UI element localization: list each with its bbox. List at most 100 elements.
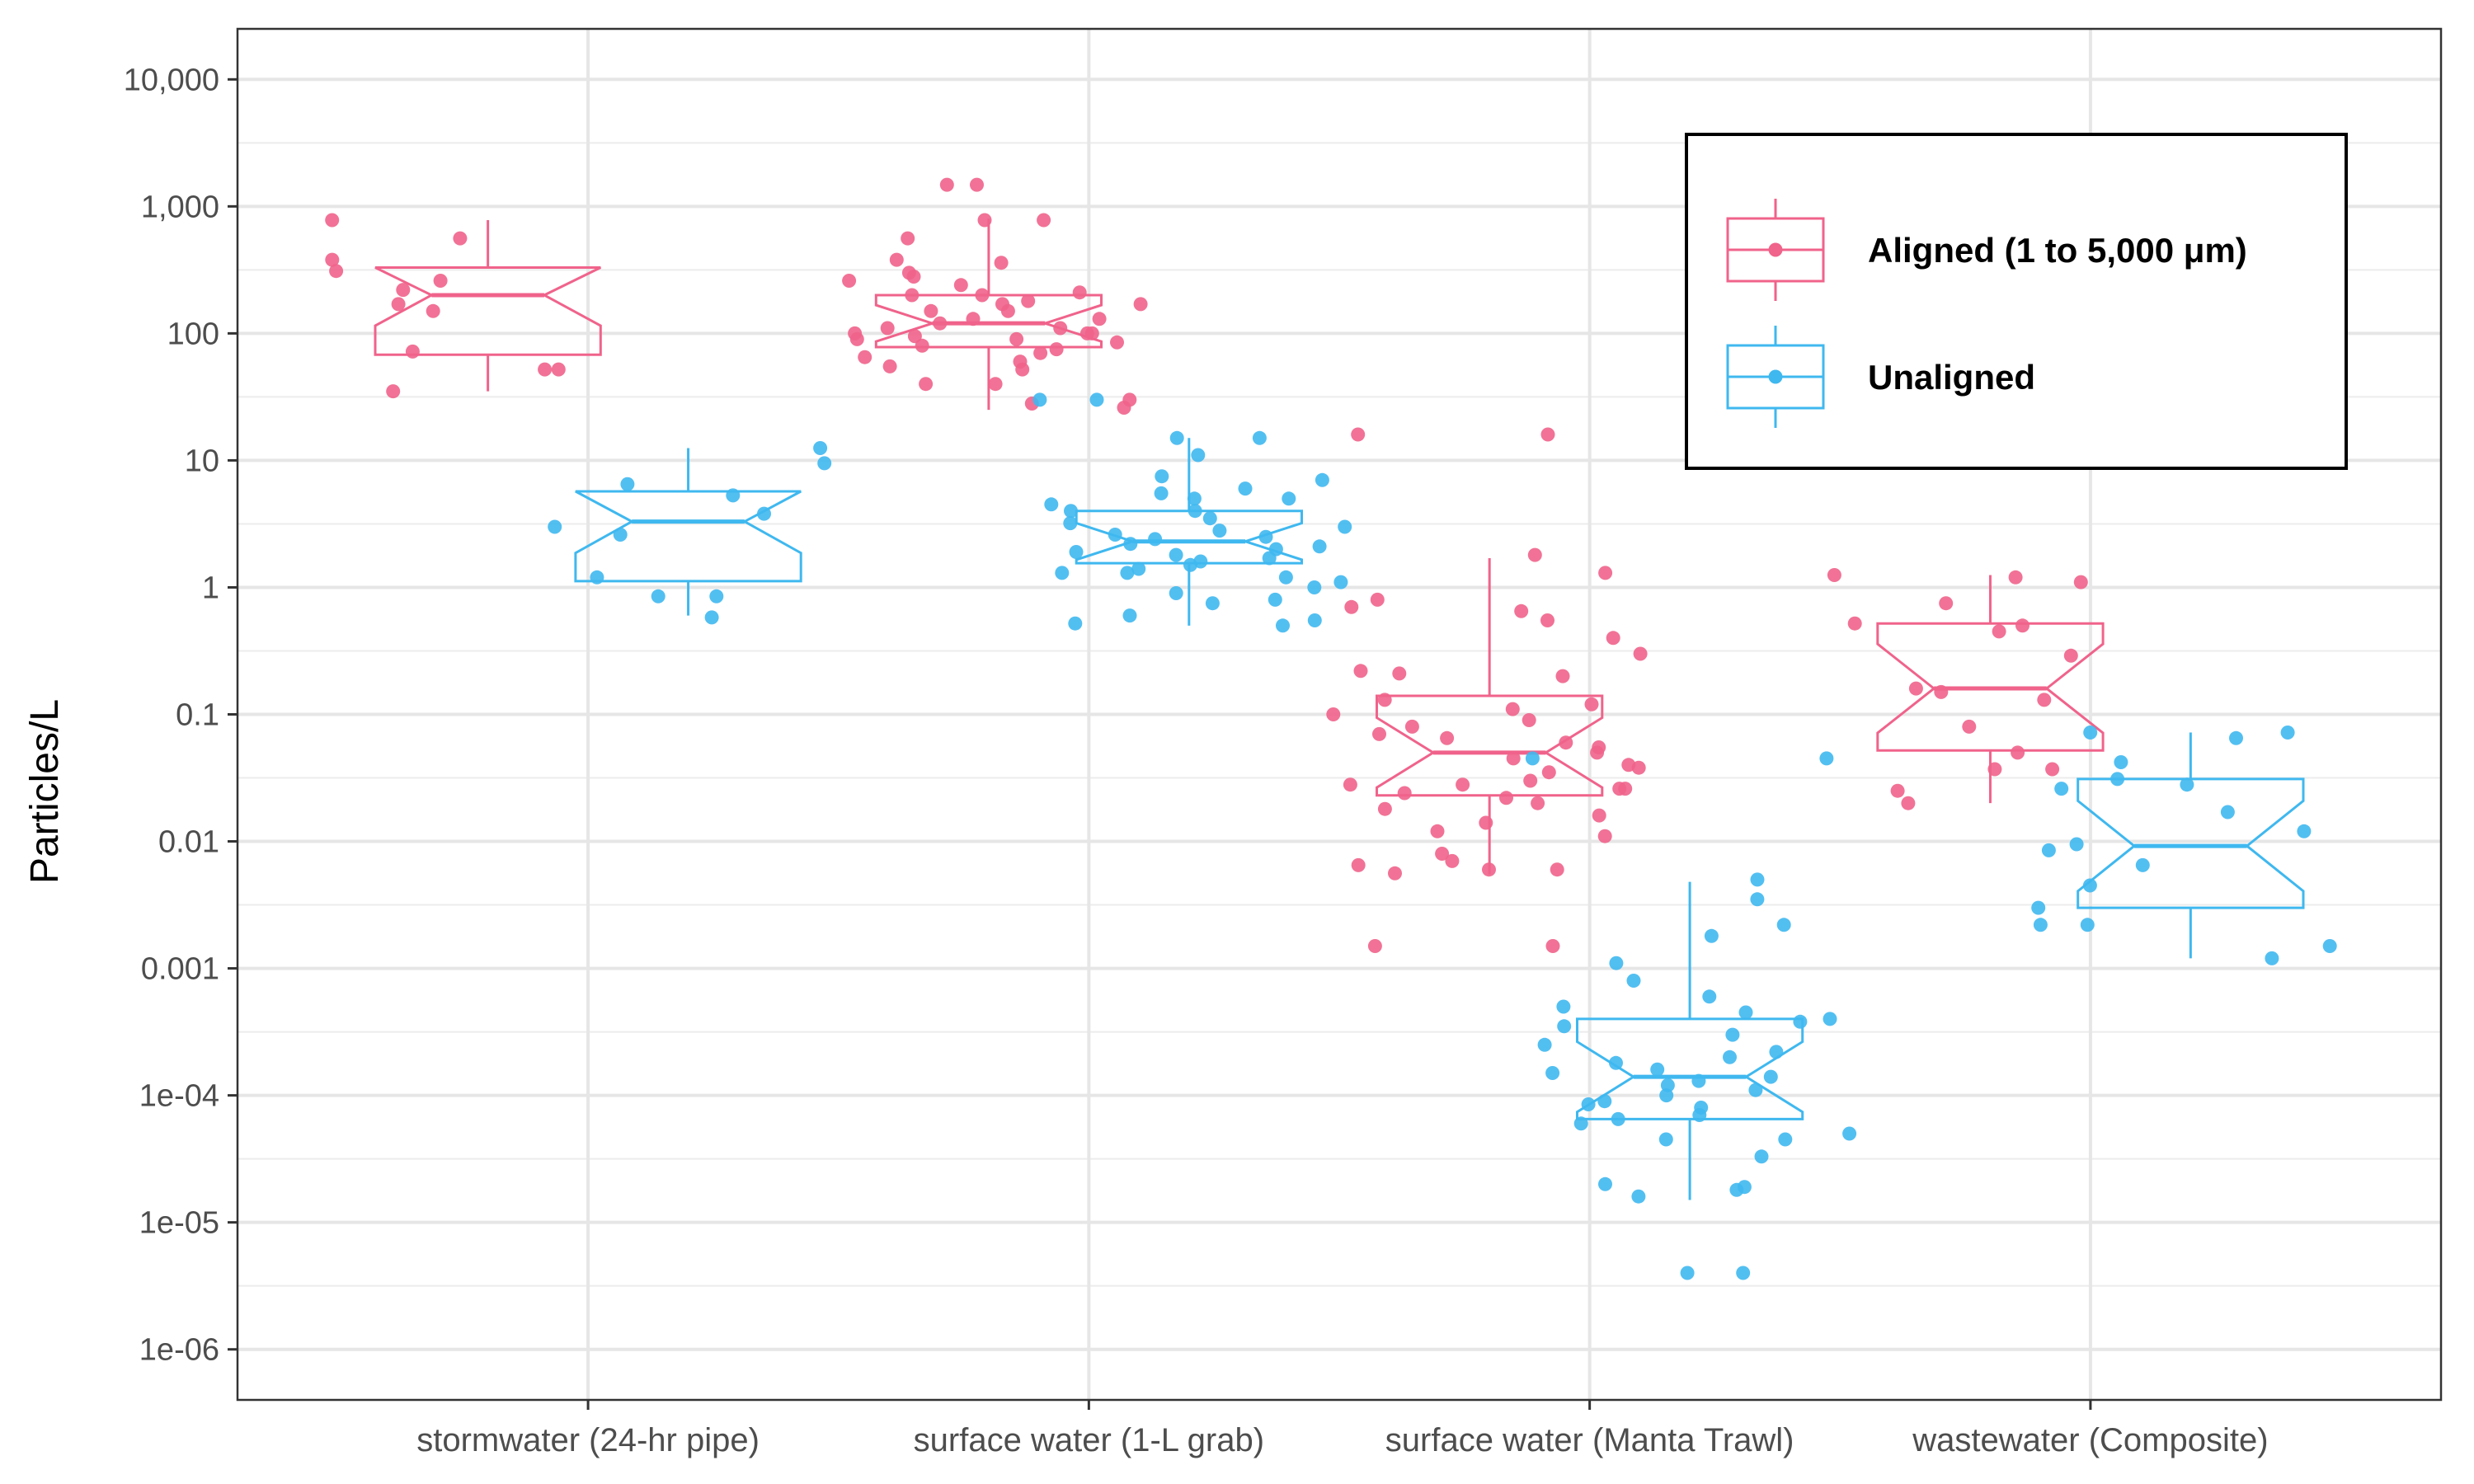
data-point	[1581, 1097, 1596, 1111]
data-point	[1819, 751, 1834, 766]
data-point	[1009, 331, 1024, 346]
data-point	[2008, 570, 2023, 585]
data-point	[1445, 853, 1460, 868]
data-point	[1823, 1012, 1837, 1026]
data-point	[1633, 646, 1648, 661]
data-point	[726, 488, 741, 503]
legend: Aligned (1 to 5,000 μm) Unaligned	[1685, 133, 2348, 470]
data-point	[1934, 684, 1949, 699]
data-point	[1282, 491, 1296, 506]
data-point	[1202, 511, 1217, 526]
data-point	[325, 252, 340, 267]
data-point	[2011, 745, 2025, 760]
data-point	[1754, 1149, 1769, 1164]
box-notched	[2077, 777, 2305, 909]
legend-key-point	[1768, 369, 1783, 384]
data-point	[2031, 900, 2046, 915]
data-point	[1053, 321, 1068, 336]
data-point	[1702, 989, 1717, 1004]
data-point	[386, 384, 401, 399]
data-point	[1479, 815, 1493, 830]
data-point	[1049, 342, 1064, 357]
data-point	[1545, 939, 1560, 953]
data-point	[2073, 575, 2088, 589]
data-point	[1597, 829, 1612, 843]
data-point	[1598, 1176, 1612, 1191]
data-point	[1333, 575, 1348, 589]
data-point	[1827, 568, 1841, 582]
data-point	[1725, 1027, 1740, 1042]
data-point	[1397, 786, 1412, 801]
data-point	[1183, 557, 1197, 572]
data-point	[1238, 481, 1253, 496]
data-point	[1353, 664, 1368, 679]
legend-keys	[1726, 199, 1825, 428]
data-point	[1044, 497, 1059, 512]
data-point	[1133, 297, 1148, 312]
data-point	[1778, 1132, 1793, 1147]
data-point	[1482, 862, 1496, 877]
data-point	[1737, 1180, 1752, 1195]
data-point	[1556, 999, 1571, 1014]
data-point	[1631, 1189, 1646, 1204]
data-point	[1499, 791, 1513, 805]
data-point	[1939, 596, 1954, 611]
data-point	[620, 477, 635, 491]
data-point	[1169, 430, 1184, 445]
data-point	[1723, 1050, 1737, 1064]
box-notched	[1376, 694, 1604, 797]
data-point	[1659, 1088, 1674, 1103]
data-point	[1890, 783, 1905, 798]
data-point	[1092, 312, 1107, 326]
data-point	[2069, 837, 2084, 852]
data-point	[1555, 669, 1570, 683]
data-point	[882, 359, 897, 373]
data-point	[2180, 777, 2194, 792]
y-tick-label: 1e-04	[139, 1079, 219, 1114]
data-point	[907, 329, 922, 344]
data-point	[1609, 1055, 1623, 1070]
data-point	[1377, 693, 1392, 707]
data-point	[2135, 857, 2150, 872]
data-point	[915, 338, 929, 353]
data-point	[1525, 751, 1540, 766]
data-point	[1908, 681, 1923, 696]
data-point	[1573, 1116, 1588, 1131]
boxplot	[574, 448, 802, 616]
data-point	[1606, 631, 1620, 646]
data-point	[1110, 335, 1124, 350]
data-point	[880, 321, 895, 336]
data-point	[2229, 730, 2243, 745]
data-point	[2297, 824, 2312, 838]
data-point	[1307, 613, 1322, 627]
data-point	[1440, 730, 1455, 745]
data-point	[709, 589, 724, 603]
data-point	[1326, 707, 1341, 721]
data-point	[1505, 702, 1520, 716]
data-point	[901, 265, 916, 280]
data-point	[1531, 796, 1545, 810]
data-point	[901, 231, 915, 246]
data-point	[842, 274, 857, 288]
data-point	[1631, 760, 1646, 775]
y-tick-label: 0.01	[158, 825, 219, 860]
data-point	[1262, 551, 1277, 566]
data-point	[1506, 751, 1521, 766]
data-point	[1032, 392, 1047, 407]
data-point	[1540, 427, 1555, 442]
data-point	[1598, 566, 1613, 580]
data-point	[1388, 866, 1402, 881]
data-point	[433, 274, 448, 288]
data-point	[1015, 362, 1030, 377]
data-point	[1338, 519, 1352, 534]
data-point	[1276, 618, 1290, 633]
data-point	[1033, 345, 1048, 360]
data-point	[1597, 1094, 1612, 1109]
data-point	[1557, 1019, 1572, 1034]
legend-key	[1726, 326, 1825, 428]
data-point	[1523, 773, 1538, 788]
data-point	[933, 316, 948, 331]
data-point	[391, 297, 406, 312]
data-point	[975, 288, 990, 303]
data-point	[405, 344, 420, 359]
